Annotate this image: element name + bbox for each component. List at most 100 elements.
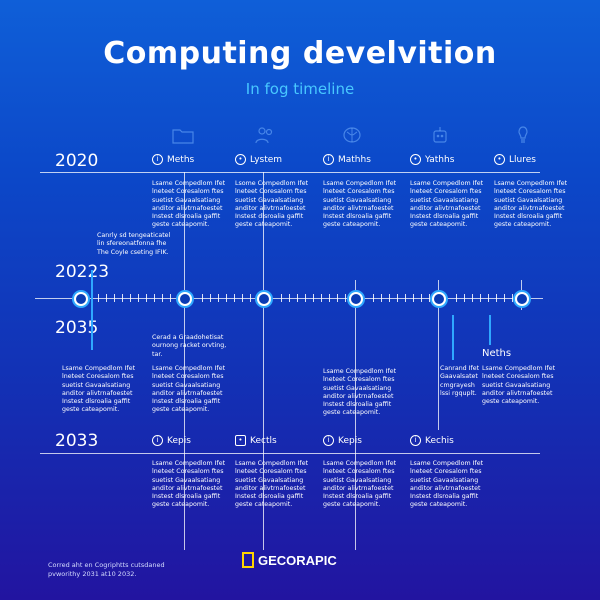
row2-text-4: Canrand Ifet Gaavalsatet cmgrayesh lssi …: [440, 365, 480, 397]
axis-tick: [122, 294, 123, 302]
info-icon: i: [152, 154, 163, 165]
row3-text-4: Lsame Compedlom Ifet lneteet Coresalom f…: [410, 460, 484, 509]
year-label-4: 2033: [55, 431, 99, 451]
row1-text-4: Lsame Compedlom Ifet lneteet Coresalom f…: [410, 180, 484, 229]
row3-text-1: Lsame Compedlom Ifet lneteet Coresalom f…: [152, 460, 226, 509]
axis-tick: [381, 294, 382, 302]
row-divider-2: [40, 453, 540, 454]
axis-tick: [373, 294, 374, 302]
row1-text-3: Lsame Compedlom Ifet lneteet Coresalom f…: [323, 180, 397, 229]
axis-tick: [504, 294, 505, 302]
column-line-2: [263, 172, 264, 550]
axis-tick: [429, 294, 430, 302]
info-icon: i: [323, 154, 334, 165]
row1-text-5: Lsame Compedlom Ifet lneteet Coresalom f…: [494, 180, 568, 229]
row2-text-3: Lsame Compedlom Ifet lneteet Coresalom f…: [323, 368, 397, 417]
timeline-node-5[interactable]: [432, 292, 446, 306]
timeline-node-6[interactable]: [515, 292, 529, 306]
info-icon: i: [410, 435, 421, 446]
timeline-node-3[interactable]: [257, 292, 271, 306]
axis-tick: [329, 294, 330, 302]
axis-tick: [305, 294, 306, 302]
row1-heading-5: • Llures: [494, 154, 536, 165]
axis-tick: [345, 294, 346, 302]
page-subtitle: In fog timeline: [245, 80, 355, 98]
axis-tick: [234, 294, 235, 302]
year-label-3: 2035: [55, 318, 99, 338]
axis-tick: [397, 294, 398, 302]
square-icon: •: [235, 435, 246, 446]
axis-tick: [389, 294, 390, 302]
people-icon: [254, 126, 276, 144]
row3-text-3: Lsame Compedlom Ifet lneteet Coresalom f…: [323, 460, 397, 509]
axis-tick: [421, 294, 422, 302]
axis-tick: [321, 294, 322, 302]
row2-text-1: Lsame Compedlom Ifet lneteet Coresalom f…: [62, 365, 136, 414]
axis-tick: [480, 294, 481, 302]
accent-bar-left: [91, 270, 93, 350]
row3-heading-3: i Kepis: [323, 435, 362, 446]
brand-mark-icon: [242, 552, 254, 568]
axis-tick: [496, 294, 497, 302]
year-label-2: 20223: [55, 262, 110, 282]
brand-name: GECORAPIC: [258, 552, 337, 568]
axis-tick: [138, 294, 139, 302]
row2-text-5: Lsame Compedlom Ifet lneteet Coresalom f…: [482, 365, 556, 406]
robot-icon: [429, 126, 451, 144]
axis-tick: [456, 294, 457, 302]
row1-text-1: Lsame Compedlom Ifet lneteet Coresalom f…: [152, 180, 226, 229]
axis-tick: [512, 294, 513, 302]
side-note-mid: Cerad a Graadohetisat ournong racket orv…: [152, 334, 227, 358]
row1-heading-1: i Meths: [152, 154, 194, 165]
axis-tick: [337, 294, 338, 302]
axis-tick: [114, 294, 115, 302]
accent-bar-right-2: [489, 315, 491, 345]
axis-tick: [405, 294, 406, 302]
chip-icon: [512, 126, 534, 144]
axis-tick: [210, 294, 211, 302]
footer-note: Corred aht en Cogriphtts cutsdaned pvwor…: [48, 561, 165, 578]
axis-tick: [130, 294, 131, 302]
axis-tick: [472, 294, 473, 302]
brain-icon: [341, 126, 363, 144]
column-line-3: [355, 280, 356, 550]
row2-text-2: Lsame Compedlom Ifet lneteet Coresalom f…: [152, 365, 226, 414]
side-note-top: Canrly sd tengeaticatel lin sfereonatfon…: [97, 232, 171, 256]
page-title: Computing develvition: [103, 36, 497, 71]
axis-tick: [170, 294, 171, 302]
gear-icon: •: [410, 154, 421, 165]
axis-tick: [297, 294, 298, 302]
row1-heading-4: • Yathhs: [410, 154, 454, 165]
axis-tick: [162, 294, 163, 302]
axis-tick: [289, 294, 290, 302]
axis-tick: [281, 294, 282, 302]
axis-tick: [106, 294, 107, 302]
accent-bar-right-1: [452, 315, 454, 360]
timeline-node-4[interactable]: [349, 292, 363, 306]
axis-tick: [146, 294, 147, 302]
info-icon: i: [323, 435, 334, 446]
row-divider-1: [40, 172, 540, 173]
axis-tick: [313, 294, 314, 302]
row1-heading-3: i Mathhs: [323, 154, 371, 165]
axis-tick: [242, 294, 243, 302]
timeline-node-1[interactable]: [74, 292, 88, 306]
gear-icon: •: [494, 154, 505, 165]
brand-logo[interactable]: GECORAPIC: [242, 552, 337, 568]
axis-tick: [154, 294, 155, 302]
axis-tick: [226, 294, 227, 302]
year-label-1: 2020: [55, 151, 99, 171]
folder-icon: [172, 126, 194, 144]
row1-text-2: Lsome Compedlom Ifet lneteet Coresalom f…: [235, 180, 309, 229]
axis-tick: [218, 294, 219, 302]
axis-tick: [413, 294, 414, 302]
row1-heading-2: • Lystem: [235, 154, 282, 165]
row3-heading-4: i Kechis: [410, 435, 454, 446]
axis-tick: [464, 294, 465, 302]
axis-tick: [202, 294, 203, 302]
row3-heading-1: i Kepis: [152, 435, 191, 446]
neths-label: Neths: [482, 348, 512, 359]
column-line-4: [438, 280, 439, 430]
axis-tick: [488, 294, 489, 302]
timeline-node-2[interactable]: [178, 292, 192, 306]
